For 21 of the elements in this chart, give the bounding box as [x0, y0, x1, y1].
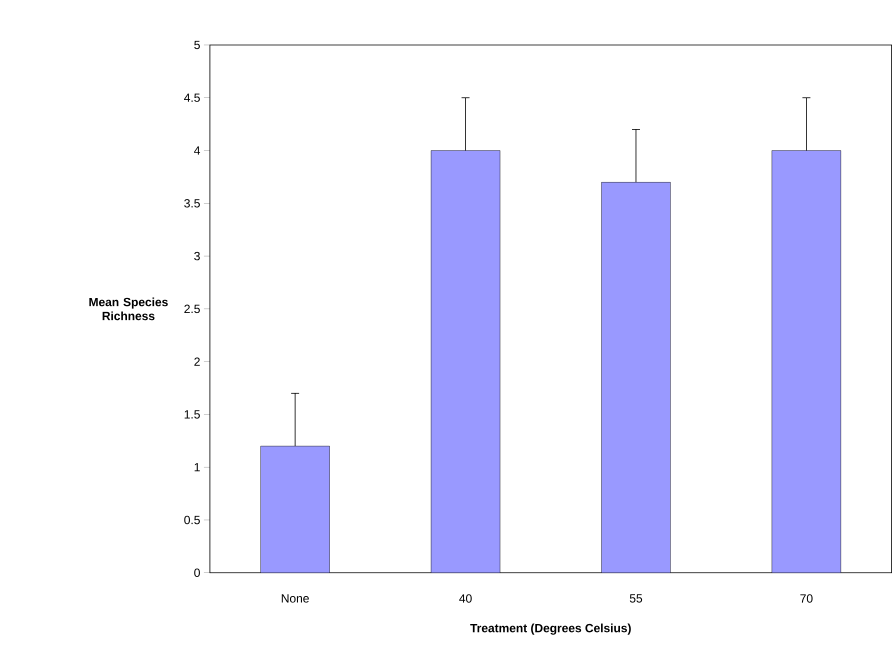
- y-tick-label: 4.5: [184, 94, 200, 102]
- y-tick-label: 0.5: [184, 516, 200, 524]
- y-tick-label: 4: [194, 146, 200, 155]
- x-tick-label: 55: [630, 594, 642, 603]
- y-tick-label: 1.5: [184, 410, 200, 419]
- y-tick-label: 3: [194, 252, 200, 260]
- y-tick-label: 5: [194, 40, 200, 50]
- y-tick-label: 3.5: [184, 199, 200, 208]
- x-tick-label: 40: [459, 594, 472, 603]
- bar: [772, 150, 842, 573]
- y-axis-title: Mean Species Richness: [89, 298, 168, 320]
- y-tick-label: 0: [194, 568, 200, 578]
- x-axis-title: Treatment (Degrees Celsius): [470, 624, 631, 635]
- y-tick-label: 2.5: [184, 304, 200, 314]
- x-tick-label: None: [282, 594, 309, 603]
- bar: [601, 182, 671, 573]
- y-tick-label: 2: [194, 358, 200, 366]
- bar: [430, 150, 500, 573]
- x-tick-label: 70: [800, 594, 813, 603]
- bar: [260, 446, 330, 573]
- y-tick-label: 1: [194, 463, 200, 472]
